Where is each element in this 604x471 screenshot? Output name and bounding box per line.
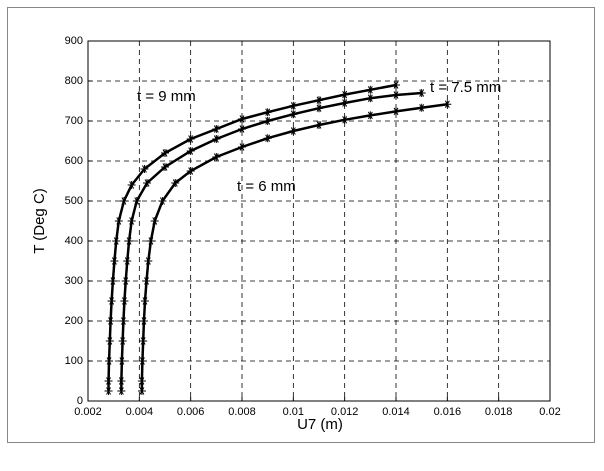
x-tick-label: 0.01	[283, 406, 304, 418]
x-tick-label: 0.002	[74, 406, 102, 418]
y-tick-label: 500	[65, 195, 83, 207]
data-point	[417, 103, 426, 112]
data-point	[417, 89, 426, 97]
data-point	[119, 197, 128, 205]
data-point	[289, 127, 298, 135]
data-point	[104, 377, 113, 385]
data-point	[263, 117, 272, 125]
data-point	[212, 135, 221, 143]
data-point	[117, 377, 126, 385]
data-point	[137, 377, 146, 385]
y-tick-label: 600	[65, 155, 83, 167]
data-point	[139, 337, 148, 345]
data-point	[158, 197, 167, 205]
data-point	[119, 317, 128, 325]
data-point	[289, 110, 298, 119]
data-point	[186, 167, 195, 175]
data-point	[106, 317, 115, 325]
x-axis-label: U7 (m)	[297, 416, 343, 433]
series-annotation: t = 6 mm	[237, 178, 296, 195]
data-point	[139, 317, 148, 325]
y-tick-label: 200	[65, 315, 83, 327]
data-point	[263, 134, 272, 143]
data-point	[140, 165, 149, 173]
y-tick-label: 700	[65, 115, 83, 127]
data-point	[121, 277, 130, 285]
x-tick-label: 0.018	[485, 406, 513, 418]
data-point	[392, 107, 400, 116]
data-point	[112, 237, 121, 245]
x-tick-label: 0.012	[331, 406, 359, 418]
data-point	[366, 85, 375, 94]
data-point	[132, 197, 141, 205]
data-point	[143, 179, 152, 187]
data-point	[315, 96, 323, 105]
plot-frame	[87, 40, 551, 402]
data-point	[123, 257, 132, 265]
data-point	[161, 163, 169, 171]
data-point	[366, 111, 375, 120]
y-axis-label: T (Deg C)	[31, 188, 48, 254]
data-point	[161, 149, 169, 157]
data-point	[127, 181, 136, 189]
data-point	[392, 91, 400, 99]
data-point	[171, 179, 180, 187]
data-point	[137, 387, 146, 395]
data-point	[117, 387, 126, 395]
data-point	[238, 143, 246, 151]
data-point	[140, 297, 149, 305]
y-tick-label: 0	[77, 395, 83, 407]
data-point	[263, 108, 272, 117]
y-tick-label: 100	[65, 355, 83, 367]
data-point	[392, 81, 400, 89]
data-point	[150, 217, 159, 225]
data-point	[117, 357, 126, 365]
data-point	[125, 237, 134, 245]
data-point	[114, 217, 123, 225]
data-point	[443, 100, 452, 109]
data-point	[105, 357, 114, 365]
x-tick-label: 0.02	[539, 406, 560, 418]
y-tick-label: 900	[65, 35, 83, 47]
data-point	[212, 125, 221, 133]
data-point	[142, 277, 151, 285]
data-point	[289, 101, 298, 110]
y-tick-label: 300	[65, 275, 83, 287]
x-tick-label: 0.006	[177, 406, 205, 418]
x-tick-label: 0.004	[126, 406, 154, 418]
y-tick-label: 800	[65, 75, 83, 87]
data-point	[120, 297, 129, 305]
data-point	[315, 121, 323, 129]
data-point	[146, 237, 155, 245]
data-point	[315, 104, 323, 113]
y-tick-label: 400	[65, 235, 83, 247]
data-point	[340, 99, 349, 107]
data-point	[127, 217, 136, 225]
data-point	[144, 257, 153, 265]
data-point	[110, 257, 119, 265]
data-point	[238, 115, 246, 123]
data-point	[107, 297, 116, 305]
data-point	[340, 90, 349, 99]
data-point	[212, 153, 221, 161]
data-point	[138, 357, 147, 365]
data-point	[108, 277, 117, 285]
data-point	[186, 135, 195, 143]
data-point	[104, 387, 113, 395]
series-annotation: t = 9 mm	[137, 88, 196, 105]
data-point	[105, 337, 114, 345]
x-tick-label: 0.014	[382, 406, 410, 418]
x-tick-label: 0.008	[228, 406, 256, 418]
data-point	[118, 337, 127, 345]
data-point	[366, 94, 375, 103]
series-annotation: t = 7.5 mm	[430, 79, 501, 96]
data-point	[340, 115, 349, 124]
x-tick-label: 0.016	[434, 406, 462, 418]
data-point	[238, 125, 246, 133]
data-point	[186, 147, 195, 155]
